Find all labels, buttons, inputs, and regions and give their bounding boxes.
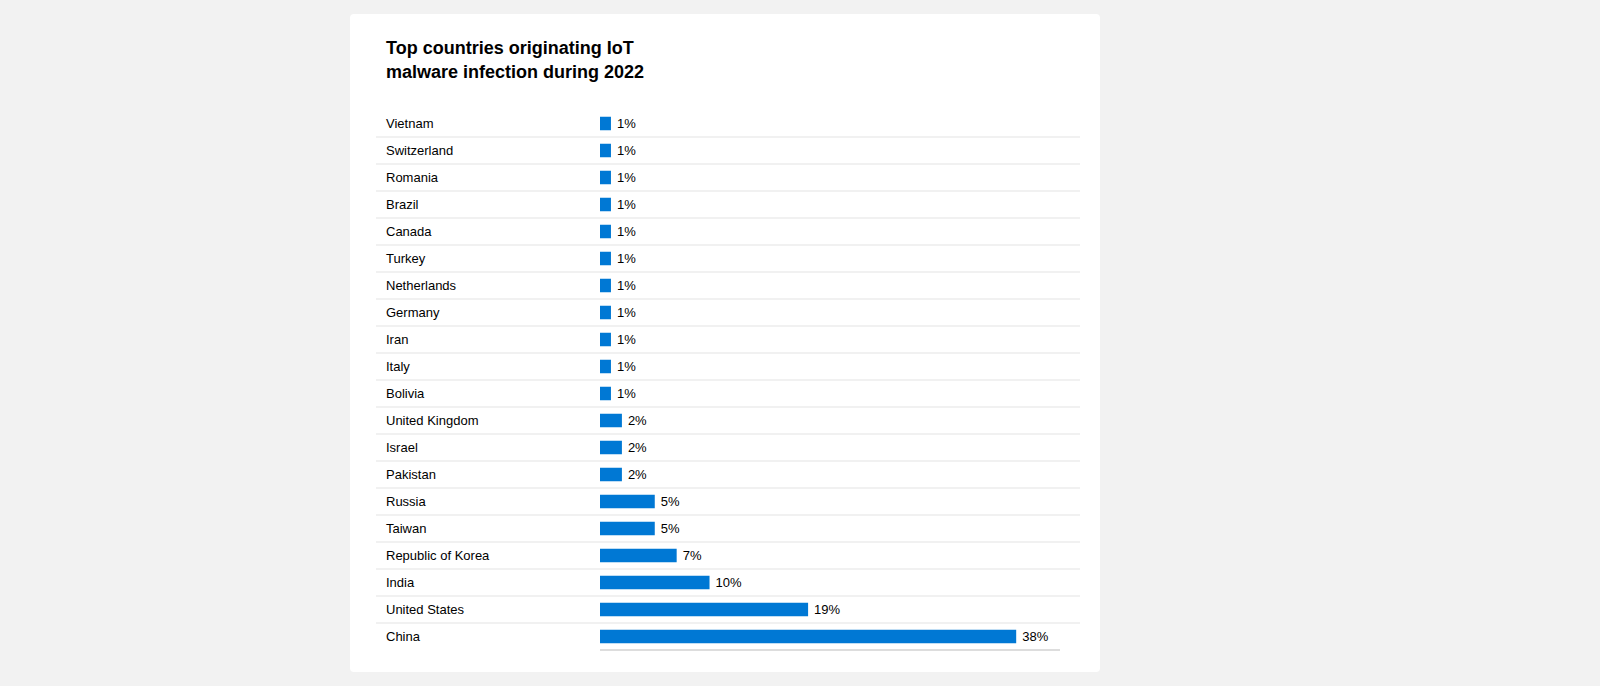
category-label: Switzerland — [386, 143, 453, 158]
data-label: 1% — [617, 278, 636, 293]
data-label: 1% — [617, 251, 636, 266]
bar — [600, 468, 622, 482]
row-separator — [376, 299, 1080, 300]
row-separator — [376, 245, 1080, 246]
bar — [600, 387, 611, 401]
category-label: Vietnam — [386, 116, 433, 131]
bar — [600, 630, 1016, 644]
row-separator — [376, 380, 1080, 381]
row-separator — [376, 272, 1080, 273]
bar — [600, 576, 710, 590]
category-label: Pakistan — [386, 467, 436, 482]
row-separator — [376, 434, 1080, 435]
category-label: Netherlands — [386, 278, 457, 293]
data-label: 19% — [814, 602, 840, 617]
category-label: India — [386, 575, 415, 590]
category-label: Turkey — [386, 251, 426, 266]
bar — [600, 360, 611, 374]
data-label: 1% — [617, 386, 636, 401]
bar — [600, 333, 611, 347]
category-label: Germany — [386, 305, 440, 320]
bar — [600, 306, 611, 320]
card — [350, 14, 1100, 672]
bar — [600, 279, 611, 293]
row-separator — [376, 218, 1080, 219]
category-label: Taiwan — [386, 521, 426, 536]
data-label: 2% — [628, 440, 647, 455]
bar — [600, 144, 611, 158]
data-label: 5% — [661, 494, 680, 509]
category-label: Romania — [386, 170, 439, 185]
row-separator — [376, 461, 1080, 462]
bar — [600, 495, 655, 509]
bar — [600, 441, 622, 455]
bar — [600, 414, 622, 428]
category-label: Italy — [386, 359, 410, 374]
row-separator — [376, 542, 1080, 543]
bar — [600, 117, 611, 131]
data-label: 7% — [683, 548, 702, 563]
row-separator — [376, 596, 1080, 597]
row-separator — [376, 515, 1080, 516]
bar — [600, 171, 611, 185]
data-label: 38% — [1022, 629, 1048, 644]
row-separator — [376, 353, 1080, 354]
row-separator — [376, 569, 1080, 570]
data-label: 1% — [617, 197, 636, 212]
data-label: 10% — [716, 575, 742, 590]
row-separator — [376, 488, 1080, 489]
data-label: 1% — [617, 116, 636, 131]
data-label: 1% — [617, 359, 636, 374]
row-separator — [376, 407, 1080, 408]
data-label: 1% — [617, 224, 636, 239]
bar — [600, 522, 655, 536]
bar — [600, 252, 611, 266]
category-label: Republic of Korea — [386, 548, 490, 563]
row-separator — [376, 326, 1080, 327]
bar — [600, 225, 611, 239]
category-label: China — [386, 629, 421, 644]
x-axis-line — [600, 650, 1060, 651]
data-label: 1% — [617, 143, 636, 158]
data-label: 1% — [617, 332, 636, 347]
title: Top countries originating IoTmalware inf… — [386, 38, 644, 82]
data-label: 1% — [617, 305, 636, 320]
chart: Top countries originating IoTmalware inf… — [0, 0, 1600, 686]
data-label: 2% — [628, 413, 647, 428]
data-label: 1% — [617, 170, 636, 185]
row-separator — [376, 137, 1080, 138]
category-label: Canada — [386, 224, 432, 239]
bar — [600, 549, 677, 563]
category-label: Iran — [386, 332, 408, 347]
row-separator — [376, 191, 1080, 192]
bar — [600, 198, 611, 212]
row-separator — [376, 164, 1080, 165]
category-label: United Kingdom — [386, 413, 479, 428]
bars — [600, 117, 1016, 644]
category-label: Brazil — [386, 197, 419, 212]
category-label: Bolivia — [386, 386, 425, 401]
category-label: Israel — [386, 440, 418, 455]
data-label: 5% — [661, 521, 680, 536]
category-label: Russia — [386, 494, 427, 509]
category-label: United States — [386, 602, 465, 617]
bar — [600, 603, 808, 617]
data-label: 2% — [628, 467, 647, 482]
row-separator — [376, 623, 1080, 624]
